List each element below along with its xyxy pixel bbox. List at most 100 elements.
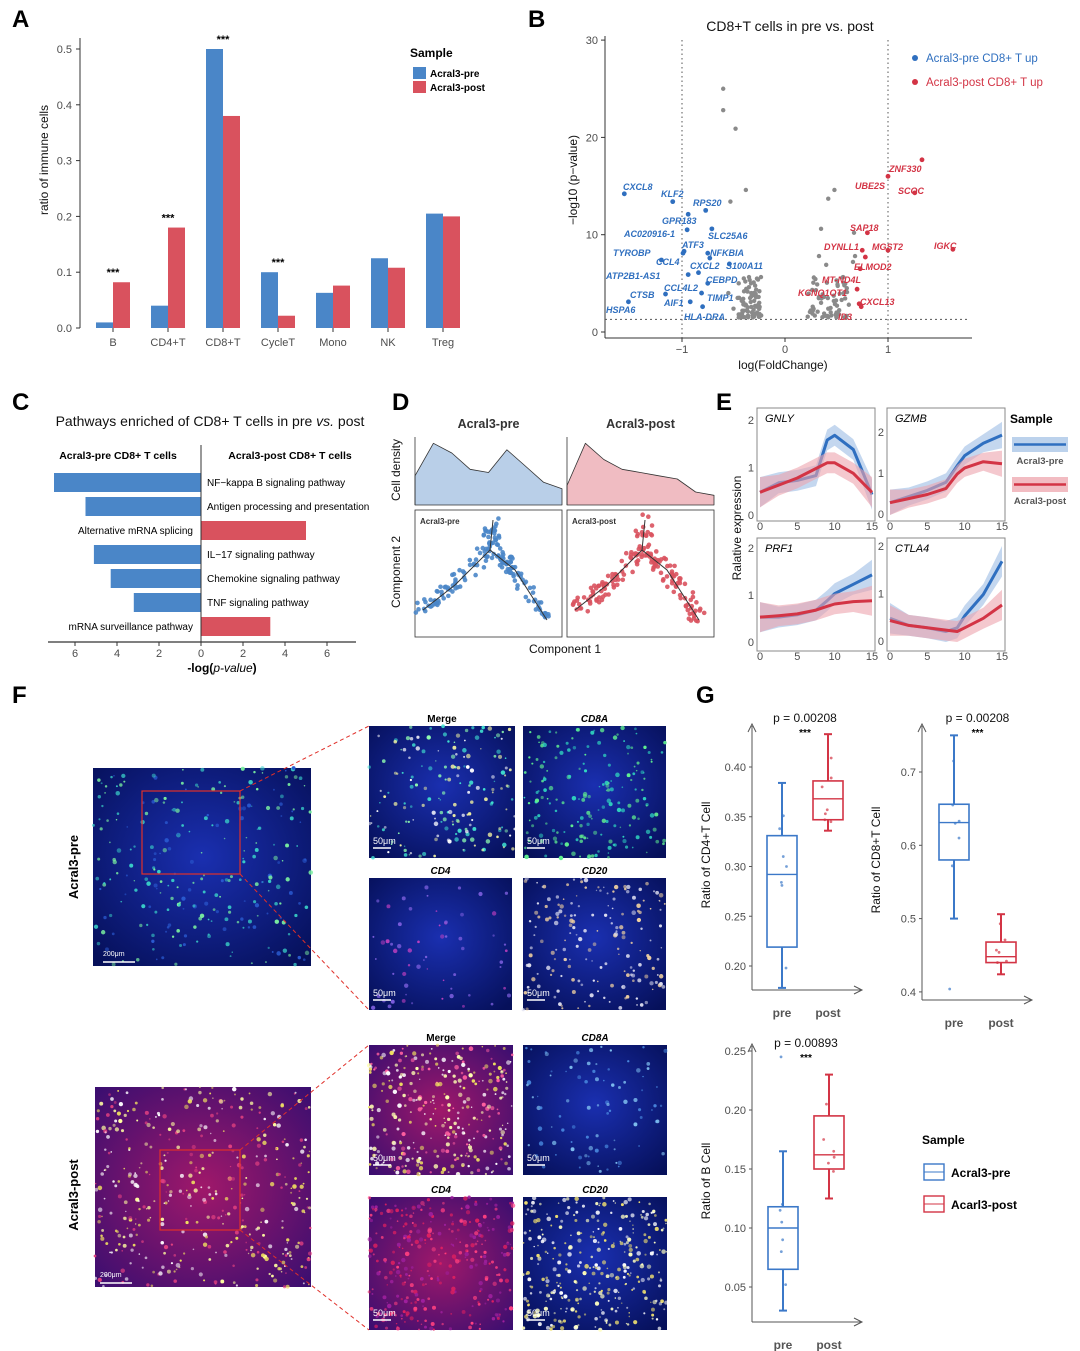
fluorescence-signal <box>202 1197 207 1202</box>
fluorescence-signal <box>191 1144 196 1150</box>
scale-label: 50μm <box>527 1153 550 1163</box>
fluorescence-signal <box>581 1204 586 1208</box>
fluorescence-signal <box>379 789 382 793</box>
gray-point <box>852 253 858 259</box>
fluorescence-signal <box>474 735 480 740</box>
fluorescence-signal <box>555 911 560 916</box>
fluorescence-signal <box>496 1215 501 1219</box>
fluorescence-signal <box>391 1146 396 1151</box>
cell-point <box>474 546 480 551</box>
sample-point <box>952 759 955 763</box>
fluorescence-signal <box>449 993 454 999</box>
gray-point <box>750 315 756 320</box>
fluorescence-signal <box>534 798 540 803</box>
fluorescence-signal <box>567 964 572 969</box>
fluorescence-signal <box>628 1315 631 1318</box>
fluorescence-signal <box>401 1132 406 1137</box>
fluorescence-signal <box>541 1233 544 1236</box>
fluorescence-signal <box>372 935 375 938</box>
fluorescence-signal <box>422 1104 425 1107</box>
gray-point <box>851 230 857 235</box>
legend-swatch <box>413 81 426 93</box>
fluorescence-signal <box>393 1169 396 1172</box>
fluorescence-signal <box>404 1207 407 1210</box>
fluorescence-signal <box>369 1306 374 1311</box>
fluorescence-signal <box>568 923 573 928</box>
fluorescence-signal <box>240 1115 244 1119</box>
fluorescence-signal <box>401 771 404 774</box>
sample-point <box>832 1169 835 1173</box>
fluorescence-signal <box>521 1326 526 1330</box>
fluorescence-signal <box>638 1201 641 1204</box>
fluorescence-signal <box>387 851 390 854</box>
sample-point <box>829 820 833 824</box>
fluorescence-signal <box>441 1167 447 1172</box>
fluorescence-signal <box>653 1104 657 1108</box>
fluorescence-signal <box>584 1154 588 1158</box>
fluorescence-signal <box>635 769 638 772</box>
fluorescence-signal <box>415 746 420 751</box>
fluorescence-signal <box>593 1236 595 1239</box>
panel-title: Acral3-post <box>606 417 676 431</box>
fluorescence-signal <box>456 1055 461 1059</box>
fluorescence-signal <box>484 1239 487 1242</box>
fluorescence-signal <box>594 853 598 858</box>
fluorescence-signal <box>567 1206 571 1210</box>
fluorescence-signal <box>528 1229 531 1232</box>
gray-point <box>813 287 819 293</box>
fluorescence-signal <box>402 747 407 752</box>
fluorescence-signal <box>307 1106 311 1109</box>
fluorescence-signal <box>150 1284 154 1288</box>
fluorescence-signal <box>600 1045 603 1048</box>
fluorescence-signal <box>539 1256 542 1259</box>
fluorescence-signal <box>507 1225 512 1230</box>
fluorescence-signal <box>421 1065 424 1069</box>
fluorescence-signal <box>595 1266 598 1270</box>
fluorescence-signal <box>452 1107 455 1110</box>
fluorescence-signal <box>250 1249 252 1252</box>
fluorescence-signal <box>100 1234 103 1237</box>
scale-label: 50μm <box>373 1308 396 1318</box>
fluorescence-signal <box>607 845 612 850</box>
fluorescence-signal <box>550 1070 553 1073</box>
fluorescence-signal <box>590 817 593 820</box>
gene-label: CCL4 <box>656 257 680 267</box>
fluorescence-signal <box>429 1326 434 1331</box>
gray-point <box>752 311 758 317</box>
sample-point <box>778 827 782 831</box>
legend-label: Acral3-pre <box>951 1166 1011 1180</box>
fluorescence-signal <box>112 857 116 862</box>
gray-point <box>820 292 825 297</box>
fluorescence-signal <box>202 890 206 894</box>
fluorescence-signal <box>591 913 595 917</box>
fluorescence-signal <box>458 1092 463 1098</box>
fluorescence-signal <box>639 1116 643 1119</box>
cell-point <box>453 577 458 582</box>
gray-point <box>835 282 840 287</box>
fluorescence-signal <box>609 1049 613 1052</box>
y-axis-label: Ratio of B Cell <box>699 1143 713 1220</box>
fluorescence-signal <box>552 1267 557 1272</box>
y-tick-label: 1 <box>748 463 754 475</box>
fluorescence-signal <box>663 1048 668 1053</box>
y-tick-label: 2 <box>878 541 884 553</box>
fluorescence-signal <box>395 1165 401 1171</box>
fluorescence-signal <box>117 1180 121 1183</box>
fluorescence-signal <box>500 1070 504 1074</box>
fluorescence-signal <box>115 1248 118 1252</box>
fluorescence-signal <box>587 948 592 952</box>
fluorescence-signal <box>657 1271 660 1274</box>
fluorescence-signal <box>201 1167 205 1171</box>
fluorescence-signal <box>466 1097 471 1102</box>
fluorescence-signal <box>559 750 564 755</box>
fluorescence-signal <box>599 889 602 892</box>
x-tick-label: 0 <box>887 521 893 533</box>
fluorescence-signal <box>597 740 602 745</box>
fluorescence-signal <box>293 775 298 780</box>
fluorescence-signal <box>627 752 629 755</box>
fluorescence-signal <box>565 741 569 745</box>
fluorescence-signal <box>431 810 436 815</box>
cell-point <box>491 551 496 557</box>
fluorescence-signal <box>400 1209 404 1212</box>
gene-point-pre <box>700 304 705 310</box>
